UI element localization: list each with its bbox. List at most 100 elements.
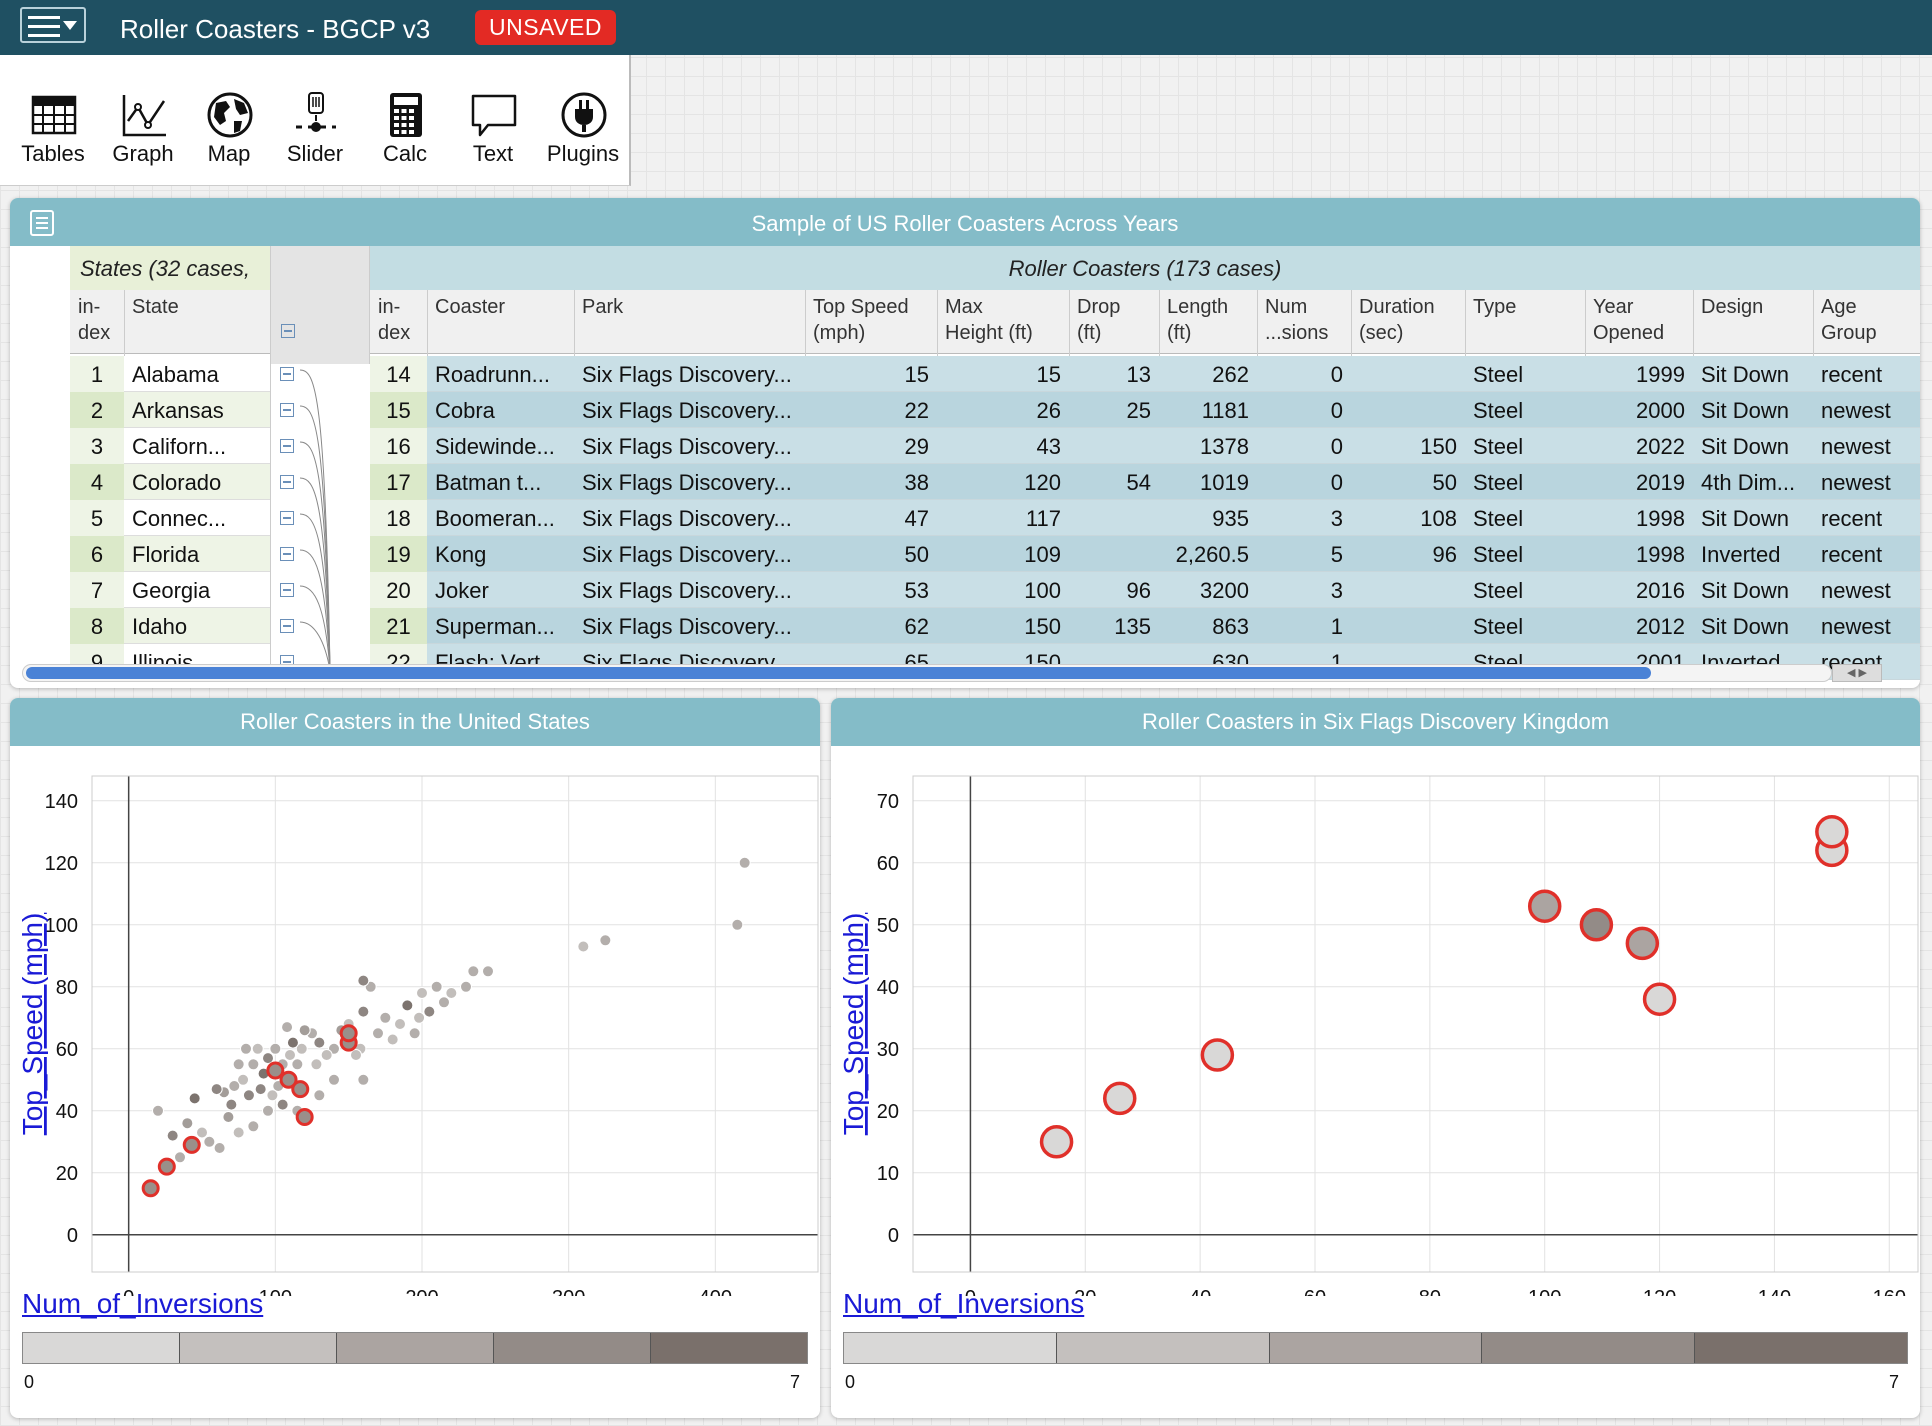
- row-index-cell[interactable]: [70, 500, 124, 536]
- table-cell[interactable]: Six Flags Discovery...: [582, 470, 792, 495]
- table-cell[interactable]: Six Flags Discovery...: [582, 434, 792, 459]
- table-cell[interactable]: 15: [904, 362, 929, 387]
- state-name-cell[interactable]: Idaho: [132, 614, 188, 639]
- table-row[interactable]: [370, 392, 1920, 428]
- data-point[interactable]: [1579, 908, 1614, 942]
- table-row[interactable]: [370, 608, 1920, 644]
- table-cell[interactable]: Roadrunn...: [435, 362, 550, 387]
- data-point[interactable]: [247, 1058, 260, 1071]
- scroll-left-icon[interactable]: ◀: [1847, 667, 1856, 679]
- collapse-case-icon[interactable]: [280, 547, 294, 561]
- state-name-cell[interactable]: Alabama: [132, 362, 219, 387]
- column-header[interactable]: Year Opened: [1593, 296, 1665, 344]
- highlighted-data-point[interactable]: [295, 1108, 314, 1126]
- row-index-cell[interactable]: [70, 428, 124, 464]
- highlighted-data-point[interactable]: [266, 1061, 285, 1080]
- column-header[interactable]: Coaster: [435, 296, 506, 318]
- data-point[interactable]: [1200, 1038, 1235, 1072]
- text-tool-button[interactable]: Text: [450, 55, 536, 186]
- table-cell[interactable]: 0: [1330, 362, 1343, 387]
- highlighted-data-point[interactable]: [182, 1135, 201, 1154]
- table-cell[interactable]: 1: [1330, 614, 1343, 639]
- data-point[interactable]: [460, 980, 472, 993]
- data-point[interactable]: [379, 1011, 392, 1024]
- data-point[interactable]: [276, 1098, 289, 1111]
- row-index-cell[interactable]: [370, 500, 427, 536]
- data-point[interactable]: [232, 1126, 245, 1139]
- column-header[interactable]: Drop (ft): [1077, 296, 1121, 344]
- table-cell[interactable]: 50: [904, 542, 929, 567]
- data-point[interactable]: [599, 934, 612, 947]
- row-index-cell[interactable]: [370, 428, 427, 464]
- table-cell[interactable]: Sit Down: [1701, 614, 1790, 639]
- collapse-case-icon[interactable]: [280, 475, 294, 489]
- data-point[interactable]: [416, 987, 428, 999]
- row-index-cell[interactable]: [70, 536, 124, 572]
- row-index-cell[interactable]: [370, 608, 427, 644]
- state-name-cell[interactable]: Colorado: [132, 470, 222, 495]
- legend-swatch[interactable]: [1269, 1333, 1483, 1363]
- table-cell[interactable]: Sidewinde...: [435, 434, 555, 459]
- data-point[interactable]: [262, 1104, 274, 1117]
- table-cell[interactable]: 62: [904, 614, 929, 639]
- column-header[interactable]: Duration (sec): [1359, 296, 1435, 344]
- row-index-cell[interactable]: [70, 572, 124, 608]
- data-point[interactable]: [438, 996, 450, 1009]
- table-cell[interactable]: 120: [1024, 470, 1061, 495]
- highlighted-data-point[interactable]: [291, 1080, 310, 1099]
- data-point[interactable]: [394, 1018, 406, 1030]
- table-cell[interactable]: recent: [1821, 506, 1883, 531]
- table-cell[interactable]: 2019: [1636, 470, 1685, 495]
- y-axis-label[interactable]: Top_Speed (mph): [838, 913, 869, 1136]
- table-cell[interactable]: 26: [1036, 398, 1061, 423]
- table-cell[interactable]: 96: [1126, 578, 1151, 603]
- data-point[interactable]: [166, 1129, 179, 1142]
- collapse-case-icon[interactable]: [280, 439, 294, 453]
- table-cell[interactable]: 54: [1126, 470, 1151, 495]
- row-index-cell[interactable]: [70, 464, 124, 500]
- table-cell[interactable]: newest: [1821, 470, 1891, 495]
- data-point[interactable]: [213, 1142, 226, 1154]
- data-point[interactable]: [225, 1098, 238, 1111]
- scrollbar-thumb[interactable]: [26, 667, 1651, 679]
- legend-swatch[interactable]: [337, 1333, 494, 1363]
- data-point[interactable]: [738, 856, 751, 869]
- column-header[interactable]: Max Height (ft): [945, 296, 1033, 344]
- data-point[interactable]: [401, 999, 414, 1012]
- table-cell[interactable]: 3: [1330, 578, 1343, 603]
- row-index-cell[interactable]: [70, 356, 124, 392]
- column-header[interactable]: in- dex: [78, 296, 111, 344]
- table-cell[interactable]: 863: [1212, 614, 1249, 639]
- row-index-cell[interactable]: [370, 356, 427, 392]
- table-cell[interactable]: 0: [1330, 434, 1343, 459]
- column-header[interactable]: Design: [1701, 296, 1764, 318]
- table-cell[interactable]: Inverted: [1701, 542, 1781, 567]
- table-cell[interactable]: 2,260.5: [1175, 542, 1249, 567]
- table-cell[interactable]: Steel: [1473, 614, 1524, 639]
- legend-swatch[interactable]: [1482, 1333, 1696, 1363]
- table-cell[interactable]: newest: [1821, 614, 1891, 639]
- legend-title[interactable]: Num_of_Inversions: [22, 1288, 264, 1319]
- data-point[interactable]: [731, 918, 744, 931]
- legend-swatch[interactable]: [844, 1333, 1057, 1363]
- column-header[interactable]: in- dex: [378, 296, 411, 344]
- table-cell[interactable]: newest: [1821, 434, 1891, 459]
- table-cell[interactable]: 2012: [1636, 614, 1685, 639]
- graph-left-titlebar[interactable]: Roller Coasters in the United States: [10, 698, 820, 746]
- row-index-cell[interactable]: [70, 392, 124, 428]
- data-point[interactable]: [254, 1083, 267, 1096]
- data-point[interactable]: [222, 1111, 235, 1123]
- data-point[interactable]: [242, 1089, 255, 1102]
- document-title[interactable]: Roller Coasters - BGCP v3: [120, 14, 431, 44]
- table-cell[interactable]: 38: [904, 470, 929, 495]
- table-cell[interactable]: 0: [1330, 398, 1343, 423]
- table-cell[interactable]: 13: [1126, 362, 1151, 387]
- data-point[interactable]: [298, 1024, 311, 1037]
- y-axis-label[interactable]: Top_Speed (mph): [17, 913, 48, 1136]
- table-cell[interactable]: recent: [1821, 362, 1883, 387]
- state-name-cell[interactable]: Arkansas: [132, 398, 224, 423]
- table-cell[interactable]: Cobra: [435, 398, 495, 423]
- table-cell[interactable]: Six Flags Discovery...: [582, 398, 792, 423]
- legend-title[interactable]: Num_of_Inversions: [843, 1288, 1085, 1319]
- data-point[interactable]: [386, 1033, 399, 1046]
